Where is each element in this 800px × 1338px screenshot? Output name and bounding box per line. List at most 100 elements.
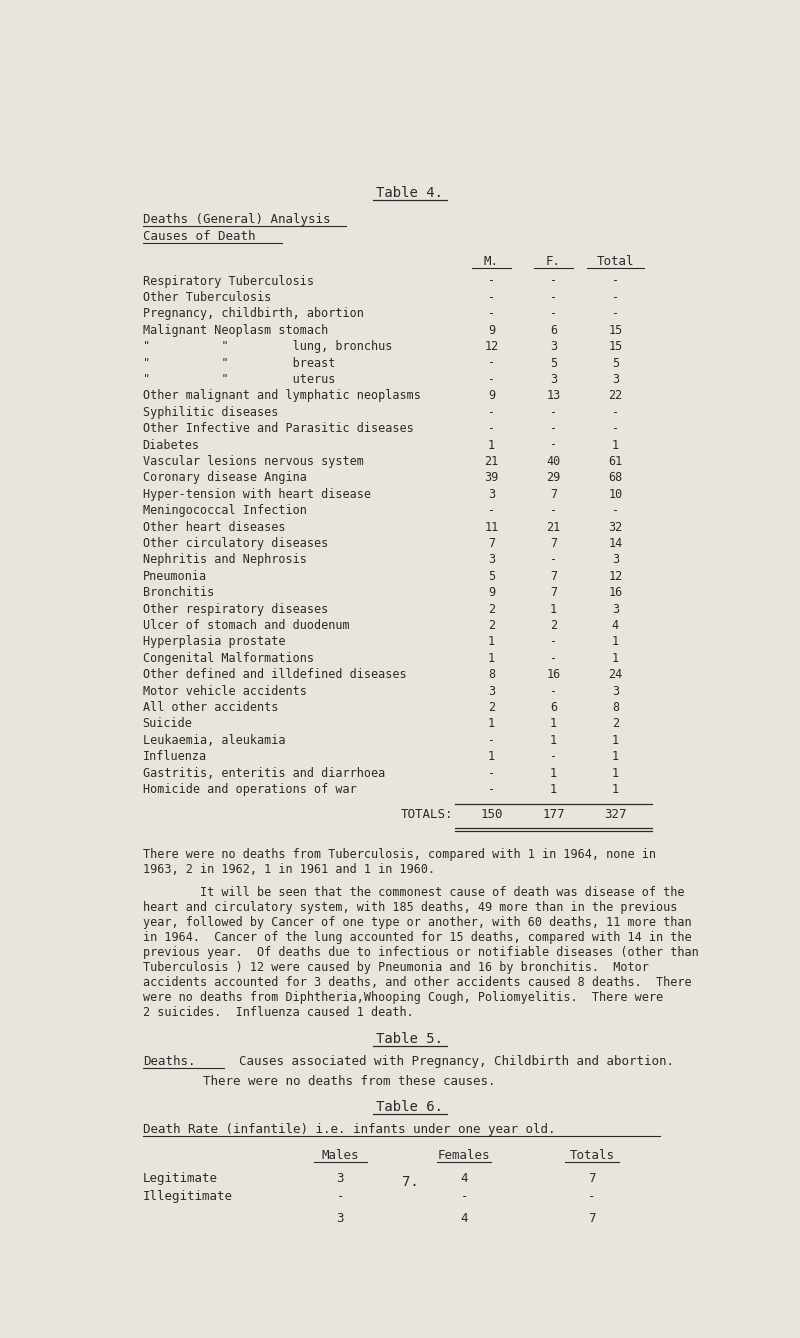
Text: 16: 16 <box>608 586 622 599</box>
Text: 2 suicides.  Influenza caused 1 death.: 2 suicides. Influenza caused 1 death. <box>142 1006 414 1020</box>
Text: 1: 1 <box>612 439 619 451</box>
Text: 3: 3 <box>550 373 557 385</box>
Text: There were no deaths from Tuberculosis, compared with 1 in 1964, none in: There were no deaths from Tuberculosis, … <box>142 848 656 862</box>
Text: -: - <box>550 421 557 435</box>
Text: 21: 21 <box>546 520 561 534</box>
Text: 4: 4 <box>461 1212 468 1226</box>
Text: -: - <box>488 733 495 747</box>
Text: Other Tuberculosis: Other Tuberculosis <box>142 290 271 304</box>
Text: 61: 61 <box>608 455 622 468</box>
Text: 1: 1 <box>550 602 557 615</box>
Text: Pneumonia: Pneumonia <box>142 570 206 583</box>
Text: 6: 6 <box>550 324 557 337</box>
Text: Causes of Death: Causes of Death <box>142 230 255 244</box>
Text: Other defined and illdefined diseases: Other defined and illdefined diseases <box>142 668 406 681</box>
Text: 3: 3 <box>337 1172 344 1185</box>
Text: -: - <box>337 1189 344 1203</box>
Text: 7: 7 <box>588 1172 596 1185</box>
Text: 21: 21 <box>484 455 498 468</box>
Text: 3: 3 <box>337 1212 344 1226</box>
Text: -: - <box>550 751 557 763</box>
Text: 2: 2 <box>550 619 557 632</box>
Text: 1: 1 <box>488 717 495 731</box>
Text: Malignant Neoplasm stomach: Malignant Neoplasm stomach <box>142 324 328 337</box>
Text: Pregnancy, childbirth, abortion: Pregnancy, childbirth, abortion <box>142 308 363 320</box>
Text: Homicide and operations of war: Homicide and operations of war <box>142 783 356 796</box>
Text: Other Infective and Parasitic diseases: Other Infective and Parasitic diseases <box>142 421 414 435</box>
Text: -: - <box>488 274 495 288</box>
Text: Table 6.: Table 6. <box>377 1100 443 1113</box>
Text: 2: 2 <box>488 701 495 714</box>
Text: -: - <box>612 274 619 288</box>
Text: 29: 29 <box>546 471 561 484</box>
Text: "          "         lung, bronchus: " " lung, bronchus <box>142 340 392 353</box>
Text: 2: 2 <box>612 717 619 731</box>
Text: heart and circulatory system, with 185 deaths, 49 more than in the previous: heart and circulatory system, with 185 d… <box>142 900 677 914</box>
Text: -: - <box>488 504 495 516</box>
Text: Males: Males <box>322 1149 359 1161</box>
Text: 15: 15 <box>608 324 622 337</box>
Text: 7: 7 <box>588 1212 596 1226</box>
Text: -: - <box>550 290 557 304</box>
Text: 9: 9 <box>488 389 495 403</box>
Text: -: - <box>488 308 495 320</box>
Text: -: - <box>550 274 557 288</box>
Text: 22: 22 <box>608 389 622 403</box>
Text: Deaths (General) Analysis: Deaths (General) Analysis <box>142 213 330 226</box>
Text: -: - <box>612 421 619 435</box>
Text: -: - <box>488 373 495 385</box>
Text: Totals: Totals <box>570 1149 614 1161</box>
Text: -: - <box>612 290 619 304</box>
Text: Other heart diseases: Other heart diseases <box>142 520 285 534</box>
Text: TOTALS:: TOTALS: <box>401 808 454 820</box>
Text: 2: 2 <box>488 602 495 615</box>
Text: Tuberculosis ) 12 were caused by Pneumonia and 16 by bronchitis.  Motor: Tuberculosis ) 12 were caused by Pneumon… <box>142 961 649 974</box>
Text: -: - <box>461 1189 468 1203</box>
Text: Death Rate (infantile) i.e. infants under one year old.: Death Rate (infantile) i.e. infants unde… <box>142 1123 555 1136</box>
Text: -: - <box>550 554 557 566</box>
Text: Deaths.: Deaths. <box>142 1054 195 1068</box>
Text: 1: 1 <box>612 767 619 780</box>
Text: "          "         breast: " " breast <box>142 356 335 369</box>
Text: 3: 3 <box>550 340 557 353</box>
Text: 6: 6 <box>550 701 557 714</box>
Text: 7: 7 <box>550 488 557 500</box>
Text: Syphilitic diseases: Syphilitic diseases <box>142 405 278 419</box>
Text: 3: 3 <box>612 602 619 615</box>
Text: 14: 14 <box>608 537 622 550</box>
Text: were no deaths from Diphtheria,Whooping Cough, Poliomyelitis.  There were: were no deaths from Diphtheria,Whooping … <box>142 991 662 1004</box>
Text: -: - <box>550 652 557 665</box>
Text: Coronary disease Angina: Coronary disease Angina <box>142 471 306 484</box>
Text: -: - <box>488 405 495 419</box>
Text: 12: 12 <box>608 570 622 583</box>
Text: 150: 150 <box>480 808 502 820</box>
Text: 2: 2 <box>488 619 495 632</box>
Text: 13: 13 <box>546 389 561 403</box>
Text: Respiratory Tuberculosis: Respiratory Tuberculosis <box>142 274 314 288</box>
Text: 327: 327 <box>604 808 626 820</box>
Text: 1: 1 <box>488 652 495 665</box>
Text: Females: Females <box>438 1149 490 1161</box>
Text: -: - <box>488 421 495 435</box>
Text: 9: 9 <box>488 324 495 337</box>
Text: 40: 40 <box>546 455 561 468</box>
Text: -: - <box>612 405 619 419</box>
Text: 1963, 2 in 1962, 1 in 1961 and 1 in 1960.: 1963, 2 in 1962, 1 in 1961 and 1 in 1960… <box>142 863 434 876</box>
Text: 15: 15 <box>608 340 622 353</box>
Text: 39: 39 <box>484 471 498 484</box>
Text: Suicide: Suicide <box>142 717 193 731</box>
Text: Gastritis, enteritis and diarrhoea: Gastritis, enteritis and diarrhoea <box>142 767 385 780</box>
Text: All other accidents: All other accidents <box>142 701 278 714</box>
Text: previous year.  Of deaths due to infectious or notifiable diseases (other than: previous year. Of deaths due to infectio… <box>142 946 698 959</box>
Text: Nephritis and Nephrosis: Nephritis and Nephrosis <box>142 554 306 566</box>
Text: 3: 3 <box>612 685 619 697</box>
Text: -: - <box>550 405 557 419</box>
Text: 10: 10 <box>608 488 622 500</box>
Text: 4: 4 <box>461 1172 468 1185</box>
Text: 1: 1 <box>612 652 619 665</box>
Text: 11: 11 <box>484 520 498 534</box>
Text: 1: 1 <box>488 439 495 451</box>
Text: F.: F. <box>546 254 561 268</box>
Text: -: - <box>488 356 495 369</box>
Text: -: - <box>612 308 619 320</box>
